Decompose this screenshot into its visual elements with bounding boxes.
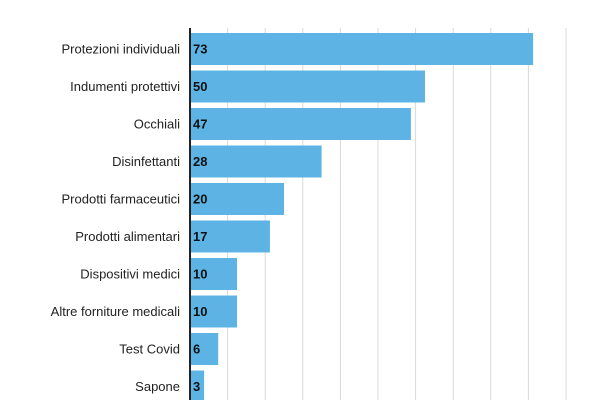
value-labels: 73 50 47 28 20 17 10 10 6 3 [193,42,207,395]
bars [190,33,534,400]
bar [190,70,425,103]
bar [190,33,534,65]
category-label: Indumenti protettivi [70,79,180,94]
bar [190,108,411,140]
category-label: Protezioni individuali [61,42,180,57]
bar [190,370,205,400]
category-label: Occhiali [134,117,180,132]
bar [190,333,219,365]
value-label: 50 [193,79,207,94]
value-label: 47 [193,117,207,132]
value-label: 10 [193,267,207,282]
value-label: 10 [193,304,207,319]
bar [190,183,284,215]
bar [190,295,237,328]
bar [190,220,270,253]
category-label: Prodotti farmaceutici [62,192,181,207]
category-label: Altre forniture medicali [51,304,180,319]
value-label: 3 [193,379,200,394]
category-labels: Protezioni individuali Indumenti protetti… [51,42,180,395]
value-label: 73 [193,42,207,57]
category-label: Sapone [135,379,180,394]
value-label: 17 [193,229,207,244]
bar [190,145,322,178]
value-label: 20 [193,192,207,207]
value-label: 28 [193,154,207,169]
category-label: Prodotti alimentari [75,229,180,244]
category-label: Dispositivi medici [80,267,180,282]
category-label: Disinfettanti [112,154,180,169]
bar [190,258,237,290]
category-label: Test Covid [119,342,180,357]
value-label: 6 [193,342,200,357]
